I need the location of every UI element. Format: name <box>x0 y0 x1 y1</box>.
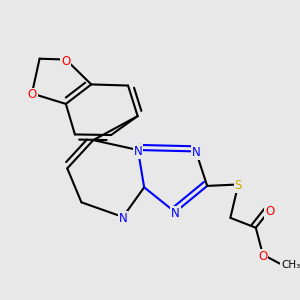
Text: N: N <box>191 146 200 159</box>
Text: CH₃: CH₃ <box>281 260 300 270</box>
Text: O: O <box>265 205 274 218</box>
Text: O: O <box>61 55 70 68</box>
Text: O: O <box>27 88 37 101</box>
Text: S: S <box>235 179 242 193</box>
Text: N: N <box>171 207 180 220</box>
Text: N: N <box>134 145 142 158</box>
Text: N: N <box>118 212 127 225</box>
Text: O: O <box>258 250 268 262</box>
